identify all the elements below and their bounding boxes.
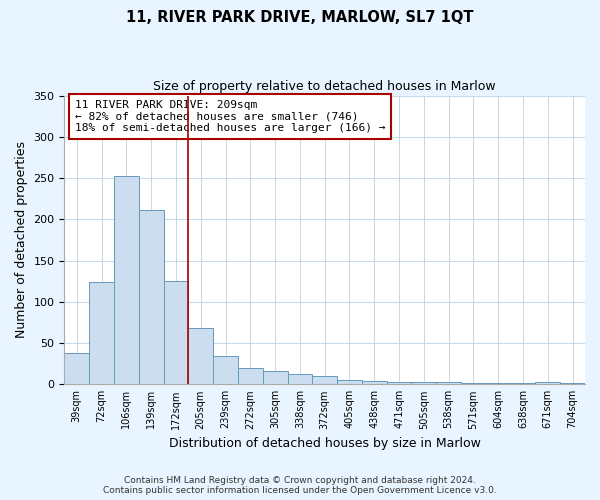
Text: 11 RIVER PARK DRIVE: 209sqm
← 82% of detached houses are smaller (746)
18% of se: 11 RIVER PARK DRIVE: 209sqm ← 82% of det… (75, 100, 385, 133)
Bar (461, 382, 486, 384)
Bar (114, 176, 139, 384)
Bar (412, 382, 436, 384)
Y-axis label: Number of detached properties: Number of detached properties (15, 142, 28, 338)
Bar (238, 368, 263, 384)
X-axis label: Distribution of detached houses by size in Marlow: Distribution of detached houses by size … (169, 437, 481, 450)
Bar (436, 382, 461, 384)
Bar (139, 210, 164, 384)
Bar (64, 353, 89, 384)
Bar (386, 382, 412, 384)
Bar (287, 374, 313, 384)
Bar (213, 356, 238, 384)
Title: Size of property relative to detached houses in Marlow: Size of property relative to detached ho… (154, 80, 496, 93)
Bar (188, 328, 213, 384)
Bar (337, 380, 362, 384)
Bar (486, 382, 511, 384)
Text: 11, RIVER PARK DRIVE, MARLOW, SL7 1QT: 11, RIVER PARK DRIVE, MARLOW, SL7 1QT (126, 10, 474, 25)
Bar (263, 371, 287, 384)
Bar (89, 282, 114, 384)
Bar (362, 381, 386, 384)
Bar (313, 376, 337, 384)
Text: Contains HM Land Registry data © Crown copyright and database right 2024.
Contai: Contains HM Land Registry data © Crown c… (103, 476, 497, 495)
Bar (535, 382, 560, 384)
Bar (164, 281, 188, 384)
